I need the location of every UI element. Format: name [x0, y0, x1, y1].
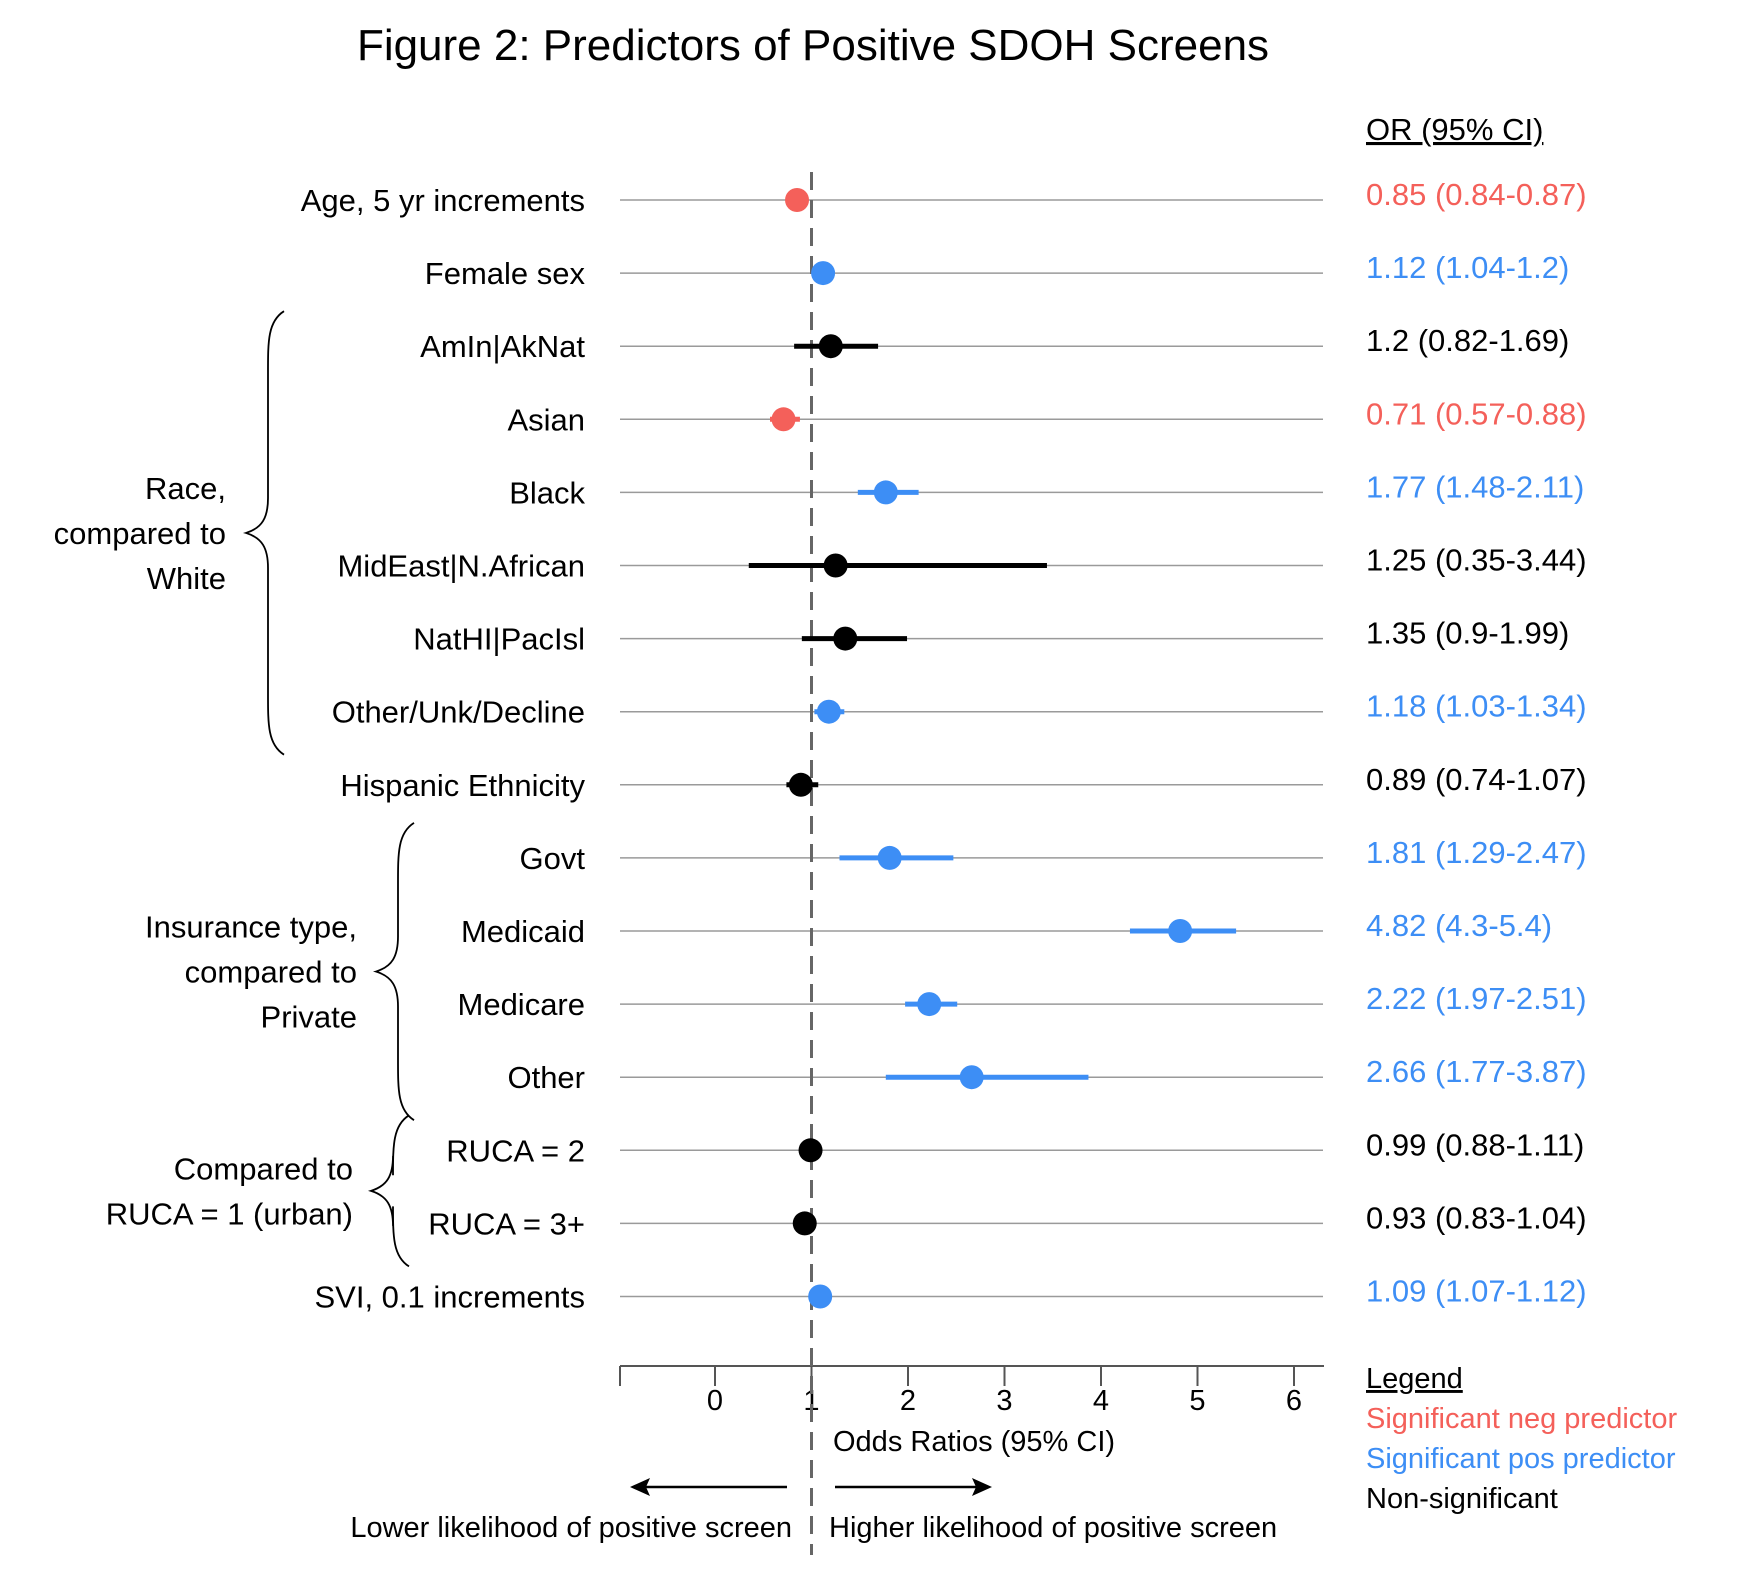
x-tick-label: 1 — [803, 1385, 819, 1417]
row-label: Govt — [520, 841, 586, 876]
group-label: Compared to — [174, 1151, 353, 1186]
or-point — [959, 1065, 984, 1090]
or-column-header: OR (95% CI) — [1366, 112, 1543, 147]
row-label: RUCA = 2 — [446, 1133, 585, 1168]
x-tick-label: 6 — [1286, 1385, 1302, 1417]
x-axis-label: Odds Ratios (95% CI) — [833, 1426, 1115, 1458]
or-value-text: 1.77 (1.48-2.11) — [1366, 469, 1584, 504]
or-value-text: 1.25 (0.35-3.44) — [1366, 543, 1587, 578]
group-label: RUCA = 1 (urban) — [106, 1196, 353, 1231]
or-value-text: 2.22 (1.97-2.51) — [1366, 981, 1587, 1016]
higher-likelihood-label: Higher likelihood of positive screen — [829, 1512, 1277, 1544]
group-brace — [367, 1114, 410, 1268]
legend-title: Legend — [1366, 1363, 1463, 1395]
or-point — [873, 480, 898, 505]
or-value-text: 0.71 (0.57-0.88) — [1366, 396, 1587, 431]
group-label: Insurance type, — [145, 910, 357, 945]
or-point — [785, 188, 810, 212]
or-point — [833, 626, 858, 651]
or-point — [808, 1284, 833, 1309]
or-value-text: 0.89 (0.74-1.07) — [1366, 762, 1587, 797]
higher-arrow — [835, 1478, 992, 1496]
row-label: SVI, 0.1 increments — [314, 1280, 585, 1315]
or-point — [877, 845, 902, 870]
row-label: Age, 5 yr increments — [301, 183, 585, 218]
x-tick-label: 3 — [996, 1385, 1012, 1417]
chart-title: Figure 2: Predictors of Positive SDOH Sc… — [357, 21, 1269, 70]
or-value-text: 0.85 (0.84-0.87) — [1366, 177, 1587, 212]
or-value-text: 1.18 (1.03-1.34) — [1366, 689, 1587, 724]
or-value-text: 1.81 (1.29-2.47) — [1366, 835, 1587, 870]
or-value-text: 4.82 (4.3-5.4) — [1366, 908, 1552, 943]
row-label: Female sex — [425, 256, 586, 291]
group-label: Race, — [145, 471, 226, 506]
legend-item-ns: Non-significant — [1366, 1483, 1558, 1515]
legend-item-pos: Significant pos predictor — [1366, 1443, 1676, 1475]
or-point — [823, 553, 848, 578]
or-value-text: 0.99 (0.88-1.11) — [1366, 1127, 1584, 1162]
row-label: Other — [507, 1060, 585, 1095]
or-value-text: 1.12 (1.04-1.2) — [1366, 250, 1569, 285]
or-point — [771, 407, 796, 432]
legend: Legend Significant neg predictor Signifi… — [1366, 1363, 1677, 1515]
x-tick-label: 2 — [900, 1385, 916, 1417]
or-value-text: 1.09 (1.07-1.12) — [1366, 1274, 1587, 1309]
row-label: Medicare — [458, 987, 586, 1022]
group-label: Private — [261, 1000, 357, 1035]
row-label: Other/Unk/Decline — [332, 695, 585, 730]
group-label: White — [147, 561, 226, 596]
or-point — [792, 1211, 817, 1236]
x-tick-label: 4 — [1093, 1385, 1109, 1417]
or-value-text: 0.93 (0.83-1.04) — [1366, 1200, 1587, 1235]
row-label: AmIn|AkNat — [420, 329, 585, 364]
or-point — [788, 772, 813, 797]
x-tick-label: 5 — [1189, 1385, 1205, 1417]
group-brace — [372, 822, 415, 1121]
or-point — [798, 1138, 823, 1163]
or-value-text: 2.66 (1.77-3.87) — [1366, 1054, 1587, 1089]
or-value-text: 1.2 (0.82-1.69) — [1366, 323, 1569, 358]
or-point — [811, 261, 836, 286]
row-label: Asian — [507, 402, 585, 437]
group-label: compared to — [54, 516, 226, 551]
or-point — [818, 334, 843, 359]
legend-item-neg: Significant neg predictor — [1366, 1403, 1677, 1435]
row-label: NatHI|PacIsl — [413, 622, 585, 657]
row-label: Medicaid — [461, 914, 585, 949]
group-brace — [242, 310, 285, 756]
or-point — [917, 992, 942, 1017]
row-label: Black — [509, 475, 585, 510]
row-label: RUCA = 3+ — [428, 1206, 585, 1241]
lower-arrow — [630, 1478, 787, 1496]
x-tick-label: 0 — [707, 1385, 723, 1417]
or-point — [1168, 919, 1193, 943]
row-label: MidEast|N.African — [337, 549, 585, 584]
group-label: compared to — [185, 955, 357, 990]
or-value-text: 1.35 (0.9-1.99) — [1366, 616, 1569, 651]
row-label: Hispanic Ethnicity — [340, 768, 585, 803]
or-point — [816, 699, 841, 724]
lower-likelihood-label: Lower likelihood of positive screen — [350, 1512, 792, 1544]
